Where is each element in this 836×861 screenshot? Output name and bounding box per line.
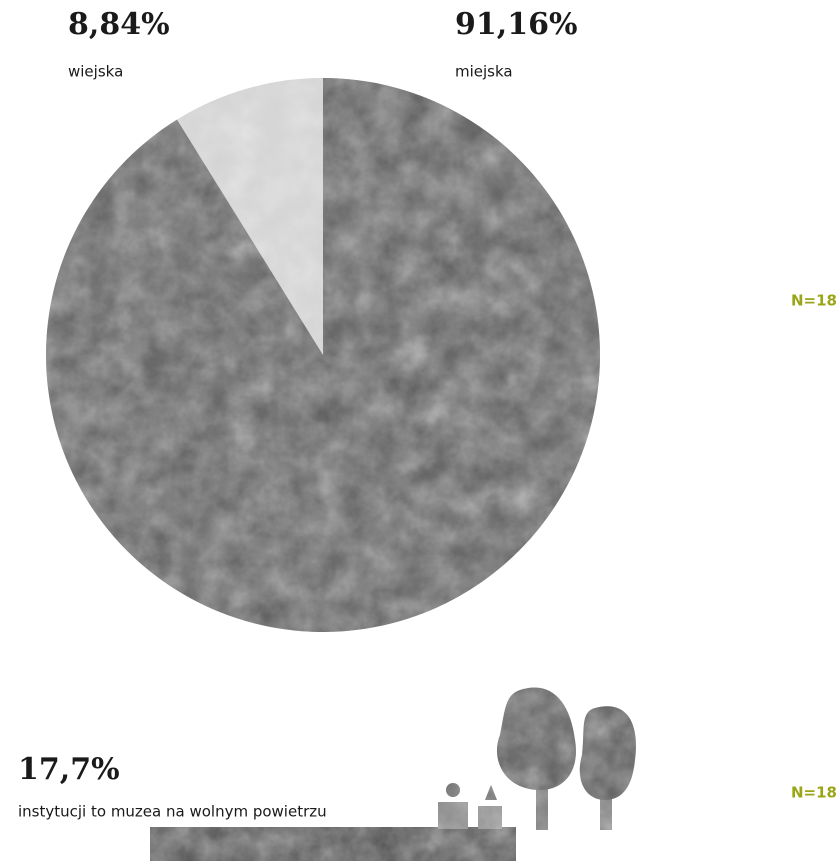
pie: 8,84% wiejska 91,16% miejska xyxy=(46,7,601,632)
pie-slice xyxy=(46,78,601,632)
stat-caption: instytucji to muzea na wolnym powietrzu xyxy=(18,803,327,821)
sculpture xyxy=(485,785,497,800)
sculpture xyxy=(446,783,460,797)
sample-size: N=181 xyxy=(791,292,836,310)
slice-label: miejska xyxy=(455,63,513,81)
slice-label: wiejska xyxy=(68,63,123,81)
pedestal xyxy=(478,806,502,829)
illustration xyxy=(150,687,636,861)
stat-value: 17,7% xyxy=(18,752,120,787)
tree xyxy=(496,687,576,790)
pie-slice xyxy=(176,78,323,355)
value-label: 91,16% xyxy=(455,7,577,42)
value-label: 8,84% xyxy=(68,7,170,42)
tree xyxy=(579,706,636,800)
ground xyxy=(150,827,516,861)
pedestal xyxy=(438,802,468,829)
sample-size: N=181 xyxy=(791,784,836,802)
